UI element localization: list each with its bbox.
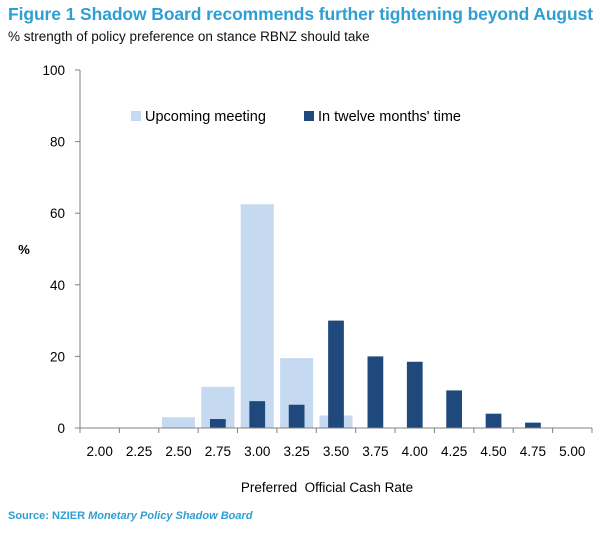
- y-axis-label: %: [18, 242, 30, 257]
- y-tick-label: 20: [50, 349, 65, 364]
- x-tick-label: 3.25: [283, 444, 309, 459]
- x-tick-label: 2.25: [126, 444, 152, 459]
- bar-twelve-months: [249, 401, 266, 428]
- x-tick-label: 2.75: [205, 444, 231, 459]
- bar-twelve-months: [446, 390, 463, 428]
- bar-twelve-months: [209, 419, 226, 428]
- x-tick-label: 2.00: [87, 444, 113, 459]
- chart-title: Figure 1 Shadow Board recommends further…: [8, 4, 593, 24]
- source-publication: Monetary Policy Shadow Board: [88, 510, 253, 522]
- x-axis-label: Preferred Official Cash Rate: [241, 480, 413, 495]
- y-tick-label: 80: [50, 135, 65, 150]
- bar-upcoming-meeting: [161, 417, 196, 428]
- legend-swatch-upcoming: [131, 111, 141, 121]
- x-tick-label: 4.75: [520, 444, 546, 459]
- bar-twelve-months: [485, 413, 502, 428]
- x-tick-label: 5.00: [559, 444, 585, 459]
- legend-label-upcoming: Upcoming meeting: [145, 109, 266, 125]
- bar-twelve-months: [367, 356, 384, 428]
- legend-label-twelve-months: In twelve months' time: [318, 109, 461, 125]
- x-tick-label: 2.50: [165, 444, 191, 459]
- y-tick-label: 60: [50, 206, 65, 221]
- bar-upcoming-meeting: [240, 204, 274, 428]
- bar-twelve-months: [328, 320, 344, 428]
- axes-group: [79, 70, 592, 429]
- source-note: Source: NZIER Monetary Policy Shadow Boa…: [8, 510, 253, 522]
- y-tick-label: 100: [42, 63, 65, 78]
- y-tick-label: 0: [57, 421, 65, 436]
- legend-swatch-twelve-months: [304, 111, 314, 121]
- source-label: Source: NZIER: [8, 510, 86, 522]
- legend: Upcoming meeting In twelve months' time: [131, 109, 461, 125]
- x-tick-label: 4.00: [402, 444, 428, 459]
- ticks-group: 0 20 40 60 80 100 2.00 2.25 2.50 2.75 3.00 3.25 3.50…: [42, 63, 593, 459]
- y-tick-label: 40: [50, 278, 65, 293]
- x-tick-label: 3.75: [362, 444, 388, 459]
- bar-twelve-months: [288, 404, 305, 428]
- x-tick-label: 3.00: [244, 444, 270, 459]
- bars-group: [161, 204, 541, 428]
- x-tick-label: 3.50: [323, 444, 349, 459]
- bar-twelve-months: [406, 361, 423, 428]
- bar-twelve-months: [525, 422, 541, 428]
- x-tick-label: 4.50: [480, 444, 506, 459]
- x-tick-label: 4.25: [441, 444, 467, 459]
- chart-subtitle: % strength of policy preference on stanc…: [8, 29, 370, 44]
